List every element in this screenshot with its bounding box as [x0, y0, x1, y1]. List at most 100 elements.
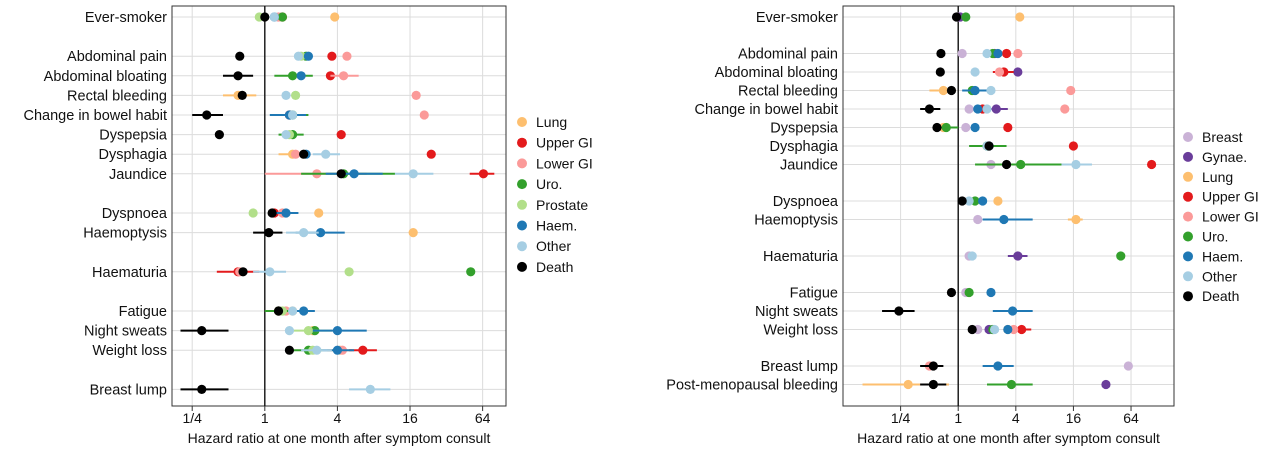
row-label-ever-smoker: Ever-smoker	[85, 10, 167, 26]
point-death-rectal-bleeding	[237, 90, 247, 100]
legend-label-other: Other	[536, 238, 571, 254]
legend-label-uro: Uro.	[1202, 229, 1228, 245]
point-other-change-in-bowel-habit	[982, 104, 992, 114]
point-breast-haemoptysis	[973, 214, 983, 225]
point-other-abdominal-pain	[293, 51, 304, 61]
legend-label-upper-gi: Upper GI	[1202, 189, 1259, 205]
point-other-rectal-bleeding	[986, 85, 996, 96]
point-breast-dyspepsia	[961, 122, 971, 133]
row-label-dysphagia: Dysphagia	[769, 139, 838, 155]
tick-label-1-4: 1/4	[891, 410, 911, 426]
row-label-night-sweats: Night sweats	[84, 324, 167, 340]
point-death-abdominal-pain	[235, 51, 245, 61]
point-lower-gi-abdominal-pain	[1013, 48, 1023, 59]
row-label-dyspepsia: Dyspepsia	[99, 128, 168, 144]
point-death-dyspnoea	[957, 196, 967, 206]
legend-marker-prostate	[517, 199, 527, 210]
row-label-change-in-bowel-habit: Change in bowel habit	[24, 108, 168, 124]
point-prostate-dyspnoea	[248, 208, 258, 218]
point-upper-gi-weight-loss	[358, 345, 368, 355]
point-other-weight-loss	[312, 345, 322, 355]
legend-label-uro: Uro.	[536, 176, 562, 192]
point-upper-gi-dysphagia	[1068, 141, 1079, 151]
x-axis-label: Hazard ratio at one month after symptom …	[188, 430, 491, 446]
legend-label-lower-gi: Lower GI	[1202, 209, 1259, 225]
row-label-weight-loss: Weight loss	[92, 343, 167, 359]
point-uro-haematuria	[466, 267, 476, 277]
row-label-haematuria: Haematuria	[763, 249, 839, 265]
point-other-ever-smoker	[269, 12, 279, 22]
point-upper-gi-dyspepsia	[1003, 122, 1013, 133]
legend-label-death: Death	[1202, 288, 1239, 304]
row-label-abdominal-bloating: Abdominal bloating	[44, 69, 167, 85]
point-upper-gi-dysphagia	[426, 149, 436, 159]
point-lung-post-menopausal-bleeding	[903, 379, 913, 390]
point-other-haematuria	[967, 251, 977, 261]
point-death-haemoptysis	[264, 228, 274, 238]
x-axis-label: Hazard ratio at one month after symptom …	[857, 430, 1160, 446]
point-haem-abdominal-pain	[993, 48, 1003, 59]
legend-label-other: Other	[1202, 268, 1237, 284]
point-prostate-night-sweats	[303, 326, 314, 336]
point-death-night-sweats	[894, 306, 904, 316]
point-lung-dyspnoea	[993, 196, 1003, 206]
point-haem-change-in-bowel-habit	[973, 104, 983, 114]
legend-label-death: Death	[536, 259, 573, 275]
row-label-post-menopausal-bleeding: Post-menopausal bleeding	[666, 378, 838, 394]
legend-label-breast: Breast	[1202, 129, 1243, 145]
point-prostate-rectal-bleeding	[290, 90, 301, 100]
legend-marker-upper-gi	[1183, 191, 1193, 202]
legend-marker-lower-gi	[1183, 211, 1193, 222]
legend-marker-death	[517, 261, 527, 272]
row-label-jaundice: Jaundice	[780, 158, 838, 174]
point-death-jaundice	[1001, 159, 1012, 170]
row-label-haematuria: Haematuria	[92, 265, 168, 281]
row-label-breast-lump: Breast lump	[761, 359, 838, 375]
point-haem-fatigue	[986, 287, 996, 298]
chart-panel-1: 1/4 1 4 16 64 Hazard ratio at one month after…	[24, 5, 593, 446]
point-death-haematuria	[238, 267, 248, 277]
point-other-abdominal-pain	[982, 48, 992, 59]
point-lung-ever-smoker	[330, 12, 340, 22]
tick-label-64: 64	[1123, 410, 1139, 426]
legend-marker-haem	[517, 220, 527, 231]
tick-label-1-4: 1/4	[182, 410, 202, 426]
point-breast-change-in-bowel-habit	[964, 104, 974, 114]
point-lower-gi-abdominal-bloating	[994, 67, 1005, 77]
point-other-dyspepsia	[281, 130, 291, 140]
row-label-dysphagia: Dysphagia	[98, 147, 167, 163]
point-uro-dyspepsia	[941, 122, 951, 133]
tick-label-4: 4	[1012, 410, 1020, 426]
point-haem-dyspepsia	[970, 122, 980, 133]
tick-label-16: 16	[1066, 410, 1082, 426]
point-death-dysphagia	[984, 141, 994, 151]
point-other-night-sweats	[284, 326, 295, 336]
point-death-weight-loss	[967, 324, 977, 335]
point-death-abdominal-bloating	[935, 67, 945, 77]
point-death-change-in-bowel-habit	[924, 104, 935, 114]
plot-frame	[171, 5, 507, 407]
row-label-rectal-bleeding: Rectal bleeding	[67, 88, 167, 104]
tick-label-1: 1	[261, 410, 269, 426]
point-upper-gi-weight-loss	[1017, 324, 1027, 335]
point-haem-breast-lump	[993, 361, 1003, 371]
legend-label-lung: Lung	[1202, 169, 1233, 185]
point-uro-ever-smoker	[277, 12, 288, 22]
point-death-change-in-bowel-habit	[202, 110, 212, 120]
point-upper-gi-jaundice	[478, 169, 489, 179]
plot-frame	[842, 5, 1175, 407]
row-label-night-sweats: Night sweats	[755, 304, 838, 320]
point-death-dyspepsia	[214, 130, 224, 140]
point-lower-gi-change-in-bowel-habit	[1060, 104, 1070, 114]
row-label-rectal-bleeding: Rectal bleeding	[738, 84, 838, 100]
legend-label-lower-gi: Lower GI	[536, 155, 593, 171]
point-death-night-sweats	[197, 326, 207, 336]
point-upper-gi-jaundice	[1147, 159, 1157, 170]
row-label-fatigue: Fatigue	[790, 286, 838, 302]
point-haem-night-sweats	[332, 326, 343, 336]
legend-marker-lower-gi	[517, 158, 527, 169]
row-label-change-in-bowel-habit: Change in bowel habit	[695, 102, 839, 118]
point-other-dyspnoea	[964, 196, 974, 206]
point-prostate-haematuria	[344, 267, 354, 277]
point-breast-abdominal-pain	[957, 48, 967, 59]
